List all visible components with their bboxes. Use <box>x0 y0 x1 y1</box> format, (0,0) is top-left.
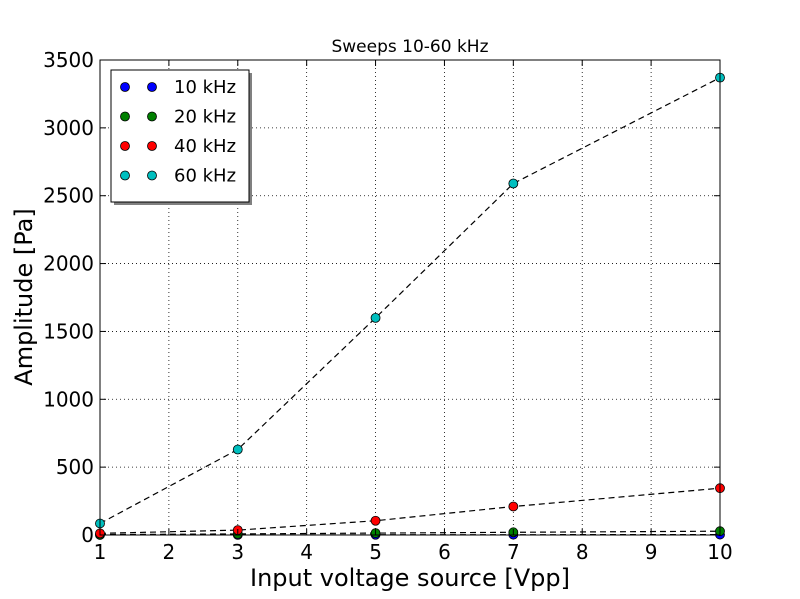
y-tick-label: 3500 <box>43 48 94 72</box>
legend-marker <box>121 142 130 151</box>
x-tick-label: 3 <box>231 540 244 564</box>
x-axis-label: Input voltage source [Vpp] <box>250 564 570 592</box>
legend: 10 kHz 20 kHz 40 kHz 60 kHz <box>111 70 252 205</box>
y-tick-label: 1000 <box>43 387 94 411</box>
data-point <box>233 445 242 454</box>
legend-marker <box>121 171 130 180</box>
y-tick-label: 3000 <box>43 116 94 140</box>
x-tick-label: 8 <box>576 540 589 564</box>
y-tick-label: 0 <box>81 523 94 547</box>
y-tick-label: 1500 <box>43 319 94 343</box>
legend-marker <box>121 112 130 121</box>
legend-marker <box>121 83 130 92</box>
y-axis-label: Amplitude [Pa] <box>10 208 38 385</box>
data-point <box>509 502 518 511</box>
y-tick-label: 2500 <box>43 184 94 208</box>
legend-marker <box>148 142 157 151</box>
x-tick-label: 1 <box>94 540 107 564</box>
y-tick-label: 2000 <box>43 252 94 276</box>
legend-label: 10 kHz <box>174 77 236 98</box>
x-tick-label: 9 <box>645 540 658 564</box>
x-tick-label: 4 <box>300 540 313 564</box>
x-tick-label: 7 <box>507 540 520 564</box>
x-tick-label: 10 <box>707 540 732 564</box>
data-point <box>509 179 518 188</box>
legend-marker <box>148 112 157 121</box>
legend-marker <box>148 83 157 92</box>
legend-label: 20 kHz <box>174 107 236 128</box>
y-tick-label: 500 <box>56 455 94 479</box>
data-point <box>371 313 380 322</box>
data-point <box>371 516 380 525</box>
x-tick-label: 2 <box>163 540 176 564</box>
x-tick-label: 6 <box>438 540 451 564</box>
legend-marker <box>148 171 157 180</box>
legend-label: 40 kHz <box>174 136 236 157</box>
chart-title: Sweeps 10-60 kHz <box>331 37 488 57</box>
legend-label: 60 kHz <box>174 166 236 187</box>
x-tick-label: 5 <box>369 540 382 564</box>
